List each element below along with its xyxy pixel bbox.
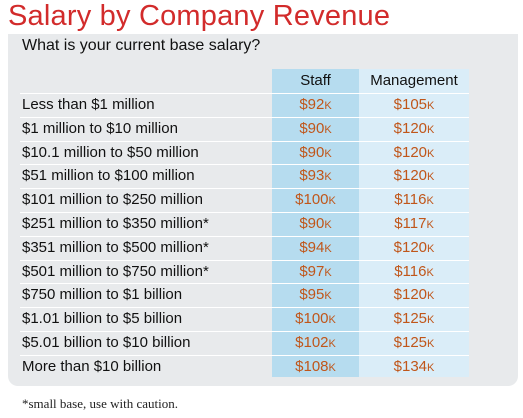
header-staff: Staff — [300, 72, 331, 89]
management-value: $116K — [394, 191, 434, 208]
management-value: $120K — [393, 120, 435, 137]
row-divider — [20, 260, 469, 261]
row-divider — [20, 117, 469, 118]
row-divider — [20, 141, 469, 142]
staff-value: $97K — [299, 263, 332, 280]
staff-value: $102K — [295, 334, 336, 351]
management-value: $105K — [393, 96, 435, 113]
row-label: $51 million to $100 million — [22, 167, 195, 184]
management-value: $125K — [393, 310, 435, 327]
header-management: Management — [370, 72, 458, 89]
row-divider — [20, 307, 469, 308]
row-divider — [20, 212, 469, 213]
row-label: $501 million to $750 million* — [22, 263, 209, 280]
row-divider — [20, 188, 469, 189]
footnote: *small base, use with caution. — [22, 396, 178, 411]
row-label: $101 million to $250 million — [22, 191, 203, 208]
staff-value: $100K — [295, 191, 336, 208]
management-value: $134K — [393, 358, 435, 375]
chart-subtitle: What is your current base salary? — [22, 37, 261, 54]
chart-title: Salary by Company Revenue — [8, 0, 391, 32]
management-value: $120K — [393, 144, 435, 161]
row-label: More than $10 billion — [22, 358, 162, 375]
row-label: $750 million to $1 billion — [22, 286, 183, 303]
row-label: $351 million to $500 million* — [22, 239, 209, 256]
management-value: $120K — [393, 239, 435, 256]
row-divider — [20, 164, 469, 165]
row-label: $1.01 billion to $5 billion — [22, 310, 183, 327]
row-label: $5.01 billion to $10 billion — [22, 334, 191, 351]
management-column-band — [359, 69, 469, 377]
management-value: $120K — [393, 167, 435, 184]
staff-value: $90K — [299, 144, 332, 161]
row-label: $10.1 million to $50 million — [22, 144, 199, 161]
staff-value: $92K — [299, 96, 332, 113]
row-label: $1 million to $10 million — [22, 120, 178, 137]
staff-value: $94K — [299, 239, 332, 256]
row-divider — [20, 93, 469, 94]
management-value: $120K — [393, 286, 435, 303]
management-value: $125K — [393, 334, 435, 351]
row-label: Less than $1 million — [22, 96, 155, 113]
staff-value: $108K — [295, 358, 336, 375]
staff-column-band — [272, 69, 359, 377]
staff-value: $93K — [299, 167, 332, 184]
staff-value: $90K — [299, 215, 332, 232]
staff-value: $100K — [295, 310, 336, 327]
row-divider — [20, 283, 469, 284]
staff-value: $90K — [299, 120, 332, 137]
management-value: $117K — [394, 215, 434, 232]
staff-value: $95K — [299, 286, 332, 303]
row-divider — [20, 355, 469, 356]
management-value: $116K — [394, 263, 434, 280]
row-divider — [20, 236, 469, 237]
row-label: $251 million to $350 million* — [22, 215, 209, 232]
row-divider — [20, 331, 469, 332]
